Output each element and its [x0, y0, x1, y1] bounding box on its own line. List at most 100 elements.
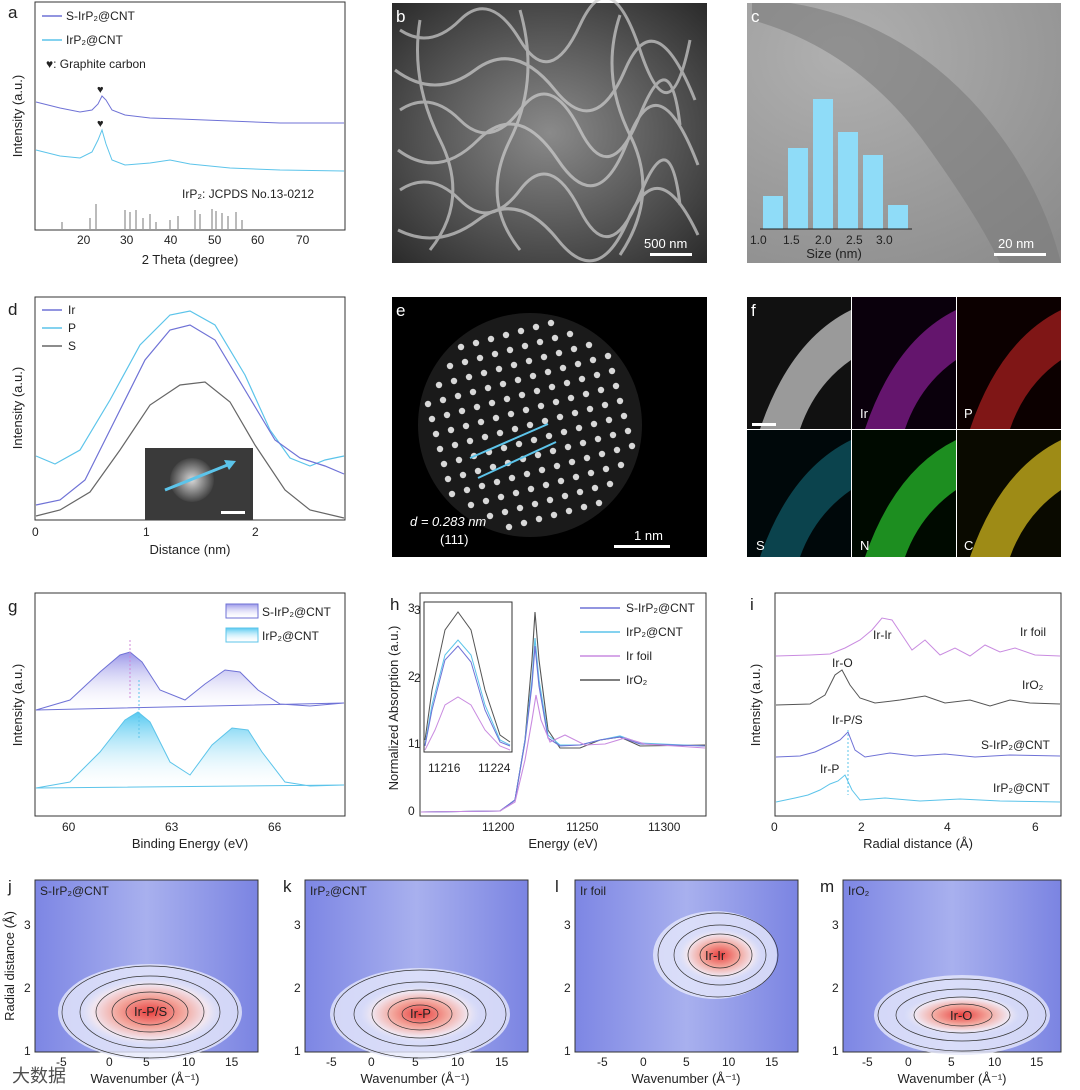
y-axis-label: Intensity (a.u.)	[748, 664, 763, 746]
x-tick: 60	[251, 233, 265, 247]
panel-f: f Ir P S N C	[747, 297, 1061, 557]
x-axis-label: Wavenumber (Å⁻¹)	[898, 1071, 1007, 1086]
x-tick: 5	[143, 1055, 150, 1069]
lattice-dot	[507, 410, 515, 418]
heart-marker-icon: ♥	[97, 118, 104, 130]
lattice-dot	[525, 357, 533, 365]
lattice-dot	[480, 369, 488, 377]
lattice-dot	[628, 442, 636, 450]
lattice-fringe-line	[477, 441, 557, 479]
x-tick: -5	[326, 1055, 337, 1069]
lattice-dot	[463, 486, 471, 494]
lattice-dot	[537, 402, 545, 410]
curve-label-ir-foil: Ir foil	[1020, 625, 1046, 639]
x-axis-label: Radial distance (Å)	[863, 836, 973, 851]
lattice-dot	[457, 343, 465, 351]
lattice-dot	[500, 444, 508, 452]
profile-curve-s	[35, 381, 345, 519]
x-tick: 5	[412, 1055, 419, 1069]
lattice-dot	[474, 467, 482, 475]
legend-s: S	[68, 339, 76, 353]
lattice-dot	[529, 372, 537, 380]
lattice-dot	[478, 482, 486, 490]
x-tick: 30	[120, 233, 134, 247]
profile-curve-ir	[35, 324, 345, 506]
legend-s-irp2: S-IrP₂@CNT	[626, 601, 696, 615]
xanes-curve-s-irp2	[420, 645, 706, 813]
panel-letter-g: g	[8, 597, 17, 616]
lattice-dot	[549, 447, 557, 455]
lattice-dot	[499, 380, 507, 388]
panel-k: k IrP₂@CNT Ir-P -5 0 5 10 15 1 2 3 Waven…	[283, 877, 529, 1086]
panel-c: c 1.0 1.5 2.0 2.5 3.0 Size (nm) 20 nm	[747, 3, 1061, 263]
lattice-dot	[502, 331, 510, 339]
lattice-dot	[574, 360, 582, 368]
y-tick: 3	[294, 918, 301, 932]
y-axis-label: Intensity (a.u.)	[10, 367, 25, 449]
inset-curve-irp2	[424, 639, 511, 746]
lattice-dot	[496, 429, 504, 437]
peak-label: Ir-Ir	[705, 948, 726, 963]
lattice-dot	[531, 500, 539, 508]
ft-curve-s-irp2	[775, 731, 1061, 758]
lattice-dot	[510, 361, 518, 369]
sample-label: IrO₂	[848, 884, 870, 898]
lattice-dot	[534, 451, 542, 459]
lattice-dot	[547, 319, 555, 327]
y-tick: 2	[24, 981, 31, 995]
histogram-bar	[763, 196, 783, 229]
x-tick: 0	[368, 1055, 375, 1069]
lattice-dot	[587, 469, 595, 477]
lattice-dot	[505, 523, 513, 531]
x-axis-label: Distance (nm)	[150, 542, 231, 557]
lattice-dot	[606, 480, 614, 488]
legend-p: P	[68, 321, 76, 335]
lattice-dot	[522, 406, 530, 414]
lattice-dot	[540, 353, 548, 361]
x-tick: 20	[77, 233, 91, 247]
x-tick: 0	[106, 1055, 113, 1069]
contour-peak	[904, 995, 1020, 1035]
panel-j: j S-IrP₂@CNT Ir-P/S -5 0 5 10 15 1 2 3 W…	[2, 877, 259, 1086]
lattice-dot	[514, 376, 522, 384]
lattice-dot	[515, 440, 523, 448]
x-tick: 10	[451, 1055, 465, 1069]
histogram-bar	[863, 155, 883, 229]
scale-bar	[221, 511, 245, 514]
lattice-dot	[585, 341, 593, 349]
contour-lines	[657, 912, 779, 998]
lattice-dot	[561, 492, 569, 500]
inset-curve-s-irp2	[424, 645, 511, 747]
lattice-dot	[508, 474, 516, 482]
sample-label: Ir foil	[580, 884, 606, 898]
lattice-dot	[521, 342, 529, 350]
lattice-dot	[550, 511, 558, 519]
inset-frame	[423, 601, 513, 753]
x-axis-label: Wavenumber (Å⁻¹)	[632, 1071, 741, 1086]
inset-x-tick: 11224	[478, 761, 511, 775]
x-tick: 2.0	[815, 233, 832, 247]
lattice-dot	[570, 345, 578, 353]
peak-label-ir-o: Ir-O	[832, 656, 853, 670]
lattice-dot	[552, 398, 560, 406]
lattice-dot	[491, 350, 499, 358]
lattice-dot	[466, 437, 474, 445]
sample-label: IrP₂@CNT	[310, 884, 368, 898]
lattice-dot	[487, 335, 495, 343]
jcpds-label: IrP₂: JCPDS No.13-0212	[182, 187, 314, 201]
lattice-dot	[481, 433, 489, 441]
sem-texture	[394, 0, 700, 263]
peak-label-ir-p-s: Ir-P/S	[832, 713, 863, 727]
plot-frame	[34, 1, 346, 231]
panel-a: a S-IrP₂@CNT IrP₂@CNT ♥: Graphite carbon…	[8, 1, 346, 267]
x-axis-label: Size (nm)	[806, 246, 862, 261]
x-tick: 11300	[648, 820, 681, 834]
lattice-dot	[608, 367, 616, 375]
panel-letter-i: i	[750, 595, 754, 614]
x-tick: 15	[495, 1055, 509, 1069]
lattice-dot	[532, 323, 540, 331]
lattice-dot	[448, 490, 456, 498]
plot-frame	[419, 592, 707, 817]
x-tick: 66	[268, 820, 282, 834]
lattice-dot	[439, 396, 447, 404]
